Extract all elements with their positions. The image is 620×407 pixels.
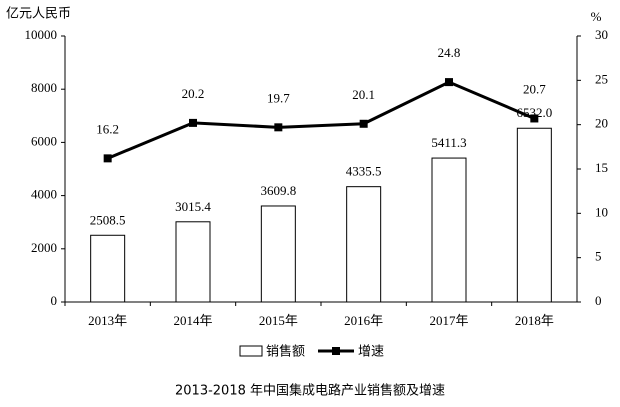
y-axis-label: 亿元人民币 (6, 7, 71, 22)
line-marker (189, 118, 197, 127)
y-tick-label: 8000 (31, 80, 57, 95)
bar (175, 221, 211, 303)
y2-tick-label: 15 (595, 160, 608, 175)
y-tick-label: 2000 (31, 240, 57, 255)
line-value-label: 20.2 (182, 86, 205, 101)
legend-swatch (239, 345, 263, 357)
y2-tick-label: 20 (595, 116, 608, 131)
line-marker (103, 154, 112, 163)
x-tick-label: 2015年 (259, 313, 298, 328)
line-marker (274, 123, 283, 132)
line-value-label: 24.8 (438, 45, 461, 60)
x-tick-label: 2014年 (173, 313, 212, 328)
line-value-label: 20.1 (352, 87, 375, 102)
bar-value-label: 6532.0 (516, 105, 552, 120)
y2-tick-label: 30 (595, 27, 608, 42)
bar-value-label: 2508.5 (90, 212, 126, 227)
y-tick-label: 4000 (31, 187, 57, 202)
bar (431, 157, 467, 303)
line-value-label: 16.2 (96, 121, 119, 136)
legend-label: 增速 (358, 345, 384, 360)
line-value-label: 19.7 (267, 90, 290, 105)
bar (260, 205, 296, 303)
bar-value-label: 3609.8 (260, 183, 296, 198)
line-marker (530, 114, 539, 123)
x-tick-label: 2017年 (429, 313, 468, 328)
x-tick-label: 2016年 (344, 313, 383, 328)
y2-tick-label: 0 (595, 293, 602, 308)
bar-value-label: 4335.5 (346, 164, 382, 179)
bar (346, 186, 382, 303)
y2-axis-label: % (591, 9, 602, 24)
legend-swatch (332, 347, 340, 355)
line-value-label: 20.7 (523, 81, 546, 96)
bar (516, 127, 552, 303)
chart-title: 2013-2018 年中国集成电路产业销售额及增速 (175, 383, 445, 399)
y2-tick-label: 10 (595, 204, 608, 219)
bar-value-label: 3015.4 (175, 199, 211, 214)
line-marker (445, 78, 453, 87)
line (107, 80, 535, 160)
y2-tick-label: 5 (595, 249, 602, 264)
y-tick-label: 10000 (25, 27, 58, 42)
y-tick-label: 6000 (31, 133, 57, 148)
y2-tick-label: 25 (595, 71, 608, 86)
legend-label: 销售额 (266, 344, 305, 360)
line-marker (359, 119, 368, 128)
bar (90, 234, 126, 303)
x-tick-label: 2013年 (88, 313, 127, 328)
y-tick-label: 0 (51, 293, 58, 308)
x-tick-label: 2018年 (515, 313, 554, 328)
bar-value-label: 5411.3 (431, 135, 466, 150)
